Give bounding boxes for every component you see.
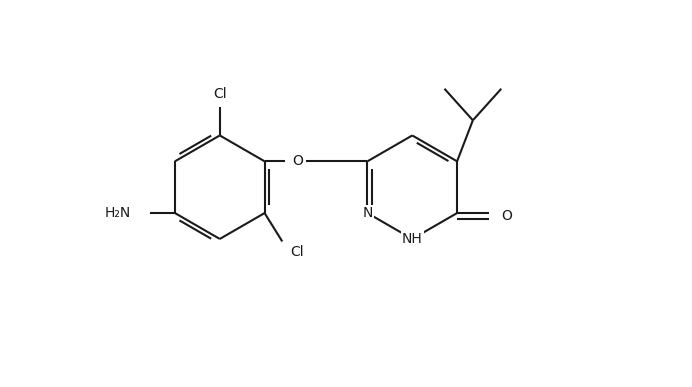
Text: NH: NH	[402, 232, 423, 246]
Text: O: O	[501, 209, 512, 223]
Text: Cl: Cl	[213, 87, 226, 101]
Text: H₂N: H₂N	[104, 206, 131, 220]
Text: N: N	[362, 206, 372, 220]
Text: Cl: Cl	[290, 245, 304, 259]
Text: O: O	[292, 154, 303, 168]
